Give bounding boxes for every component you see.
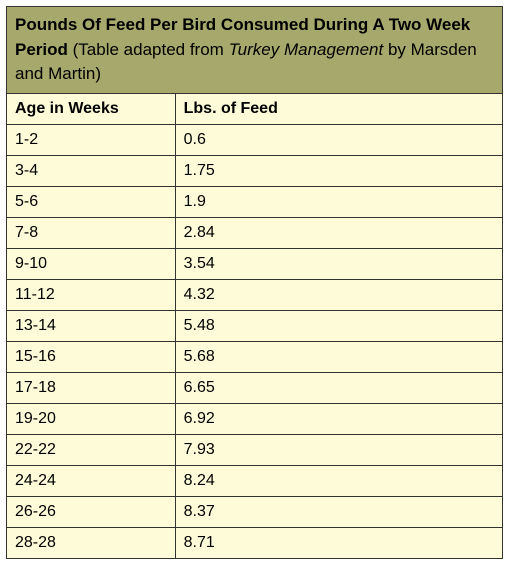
- cell-age: 19-20: [7, 403, 176, 434]
- cell-feed: 8.24: [175, 465, 502, 496]
- cell-feed: 4.32: [175, 279, 502, 310]
- table-row: 9-103.54: [7, 248, 503, 279]
- title-italic-part: Turkey Management: [229, 40, 384, 59]
- cell-age: 17-18: [7, 372, 176, 403]
- table-row: 26-268.37: [7, 496, 503, 527]
- feed-table-container: Pounds Of Feed Per Bird Consumed During …: [6, 6, 503, 559]
- table-row: 11-124.32: [7, 279, 503, 310]
- table-row: 5-61.9: [7, 186, 503, 217]
- cell-age: 5-6: [7, 186, 176, 217]
- cell-feed: 8.71: [175, 527, 502, 558]
- cell-feed: 6.92: [175, 403, 502, 434]
- cell-age: 24-24: [7, 465, 176, 496]
- table-row: 1-20.6: [7, 124, 503, 155]
- title-row: Pounds Of Feed Per Bird Consumed During …: [7, 7, 503, 94]
- cell-feed: 7.93: [175, 434, 502, 465]
- cell-age: 1-2: [7, 124, 176, 155]
- title-plain-1: (Table adapted from: [68, 40, 229, 59]
- cell-age: 13-14: [7, 310, 176, 341]
- table-row: 28-288.71: [7, 527, 503, 558]
- col-header-age: Age in Weeks: [7, 93, 176, 124]
- cell-feed: 5.68: [175, 341, 502, 372]
- cell-age: 26-26: [7, 496, 176, 527]
- cell-feed: 1.9: [175, 186, 502, 217]
- cell-feed: 3.54: [175, 248, 502, 279]
- col-header-feed: Lbs. of Feed: [175, 93, 502, 124]
- cell-feed: 6.65: [175, 372, 502, 403]
- cell-feed: 5.48: [175, 310, 502, 341]
- cell-age: 3-4: [7, 155, 176, 186]
- cell-feed: 2.84: [175, 217, 502, 248]
- cell-age: 15-16: [7, 341, 176, 372]
- cell-feed: 8.37: [175, 496, 502, 527]
- table-row: 19-206.92: [7, 403, 503, 434]
- feed-table: Pounds Of Feed Per Bird Consumed During …: [6, 6, 503, 559]
- table-row: 13-145.48: [7, 310, 503, 341]
- table-row: 24-248.24: [7, 465, 503, 496]
- cell-age: 22-22: [7, 434, 176, 465]
- table-row: 15-165.68: [7, 341, 503, 372]
- cell-age: 28-28: [7, 527, 176, 558]
- cell-feed: 0.6: [175, 124, 502, 155]
- cell-age: 9-10: [7, 248, 176, 279]
- header-row: Age in Weeks Lbs. of Feed: [7, 93, 503, 124]
- table-row: 17-186.65: [7, 372, 503, 403]
- table-row: 22-227.93: [7, 434, 503, 465]
- feed-table-body: Pounds Of Feed Per Bird Consumed During …: [7, 7, 503, 559]
- cell-age: 11-12: [7, 279, 176, 310]
- table-title: Pounds Of Feed Per Bird Consumed During …: [7, 7, 503, 94]
- cell-feed: 1.75: [175, 155, 502, 186]
- table-row: 3-41.75: [7, 155, 503, 186]
- cell-age: 7-8: [7, 217, 176, 248]
- table-row: 7-82.84: [7, 217, 503, 248]
